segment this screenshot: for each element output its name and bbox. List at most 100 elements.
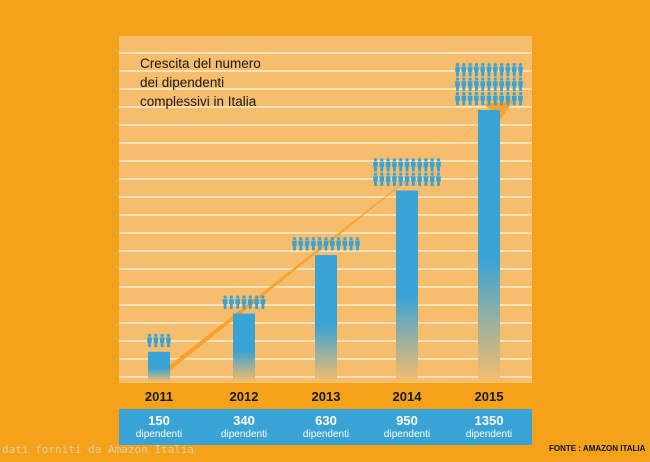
x-tick-label: 2013 (311, 389, 341, 404)
source-note: FONTE : AMAZON ITALIA (549, 444, 646, 453)
unit-label: dipendenti (135, 429, 183, 440)
person-icon (511, 63, 517, 77)
data-label: 1350 (474, 413, 504, 428)
person-icon (499, 92, 504, 106)
person-icon (342, 237, 348, 251)
person-icon (398, 158, 403, 172)
person-icon (499, 77, 504, 91)
x-tick-label: 2012 (229, 389, 259, 404)
person-icon (493, 77, 498, 91)
person-icon (417, 172, 422, 186)
person-icon (241, 295, 247, 309)
person-icon (486, 63, 492, 77)
x-tick-label: 2014 (392, 389, 422, 404)
person-icon (467, 92, 473, 106)
bar (396, 190, 418, 382)
person-icon (392, 158, 397, 172)
unit-label: dipendenti (302, 429, 350, 440)
chart-title-line: dei dipendenti (140, 75, 225, 90)
data-label: 150 (148, 413, 170, 428)
unit-label: dipendenti (465, 429, 513, 440)
person-icon (423, 158, 429, 172)
person-icon (222, 295, 228, 309)
person-icon (505, 92, 511, 106)
person-icon (455, 77, 460, 91)
unit-label: dipendenti (220, 429, 268, 440)
person-icon (474, 92, 479, 106)
person-icon (518, 77, 523, 91)
person-icon (229, 295, 234, 309)
chart-title-line: Crescita del numero (140, 56, 261, 71)
chart-title-line: complessivi in Italia (140, 94, 257, 109)
year-axis-band (119, 382, 532, 410)
person-icon (166, 333, 171, 348)
person-icon (373, 172, 378, 186)
data-label: 630 (315, 413, 337, 428)
person-icon (147, 333, 152, 348)
person-icon (505, 63, 511, 77)
person-icon (355, 237, 360, 251)
chart-title: Crescita del numero dei dipendenti compl… (140, 54, 340, 111)
person-icon (480, 77, 485, 91)
person-icon (486, 77, 492, 91)
person-icon (429, 172, 435, 186)
person-icon (455, 92, 460, 106)
person-icon (317, 237, 322, 251)
person-icon (467, 63, 473, 77)
person-icon (436, 158, 441, 172)
data-label: 340 (233, 413, 255, 428)
person-icon (385, 172, 391, 186)
person-icon (379, 158, 385, 172)
person-icon (423, 172, 429, 186)
bar (233, 313, 255, 382)
person-icon (461, 63, 467, 77)
person-icon (298, 237, 304, 251)
person-icon (385, 158, 391, 172)
person-icon (511, 92, 517, 106)
person-icon (505, 77, 511, 91)
x-tick-label: 2011 (144, 389, 174, 404)
person-icon (474, 77, 479, 91)
person-icon (461, 92, 467, 106)
person-icon (248, 295, 253, 309)
person-icon (404, 158, 410, 172)
person-icon (260, 295, 266, 309)
person-icon (379, 172, 385, 186)
person-icon (235, 295, 240, 309)
person-icon (411, 158, 416, 172)
unit-label: dipendenti (383, 429, 431, 440)
person-icon (373, 158, 378, 172)
bar (315, 255, 337, 382)
person-icon (411, 172, 416, 186)
person-icon (159, 333, 165, 348)
person-icon (417, 158, 422, 172)
person-icon (292, 237, 297, 251)
person-icon (474, 63, 479, 77)
person-icon (455, 63, 460, 77)
person-icon (436, 172, 441, 186)
count-band (119, 409, 532, 445)
person-icon (518, 92, 523, 106)
person-icon (480, 63, 485, 77)
person-icon (254, 295, 259, 309)
person-icon (304, 237, 310, 251)
person-icon (480, 92, 485, 106)
person-icon (398, 172, 403, 186)
person-icon (499, 63, 504, 77)
data-label: 950 (396, 413, 418, 428)
bar (478, 110, 500, 382)
person-icon (511, 77, 517, 91)
person-icon (493, 92, 498, 106)
person-icon (348, 237, 354, 251)
person-icon (518, 63, 523, 77)
person-icon (392, 172, 397, 186)
bar (148, 351, 170, 382)
person-icon (404, 172, 410, 186)
watermark: dati forniti da Amazon Italia (2, 443, 195, 456)
person-icon (493, 63, 498, 77)
person-icon (153, 333, 159, 348)
person-icon (461, 77, 467, 91)
person-icon (323, 237, 329, 251)
person-icon (330, 237, 335, 251)
